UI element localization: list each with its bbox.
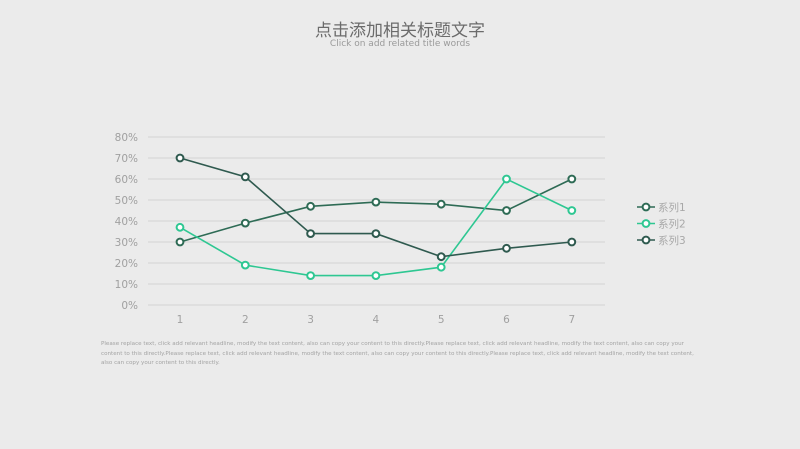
data-point: [567, 174, 577, 184]
y-tick-label: 70%: [115, 153, 138, 165]
legend-marker: [641, 202, 651, 212]
x-tick-label: 5: [438, 314, 445, 326]
data-point: [175, 153, 185, 163]
axis-labels: 0% 10% 20% 30% 40% 50% 60% 70% 80% 1 2 3 4 5 6 7: [115, 132, 575, 326]
data-point: [502, 206, 511, 215]
legend: 系列1 系列2 系列3: [637, 201, 686, 247]
data-point: [567, 206, 577, 215]
data-point: [371, 271, 381, 281]
x-tick-label: 7: [568, 314, 575, 326]
data-point: [436, 262, 446, 272]
series-lines: [175, 153, 577, 281]
legend-marker: [641, 235, 651, 245]
legend-label: 系列3: [658, 234, 686, 247]
data-point: [567, 237, 577, 247]
grid-lines: [148, 136, 605, 306]
data-point: [175, 237, 185, 247]
y-tick-label: 30%: [115, 237, 138, 249]
data-point: [502, 243, 511, 253]
x-tick-label: 1: [177, 314, 184, 326]
data-point: [502, 174, 511, 184]
y-tick-label: 0%: [121, 300, 138, 312]
data-point: [436, 252, 446, 262]
slide-subtitle[interactable]: Click on add related title words: [329, 39, 471, 49]
data-point: [240, 260, 250, 270]
body-paragraph[interactable]: Please replace text, click add relevant …: [101, 341, 694, 366]
data-point: [306, 229, 316, 239]
legend-label: 系列1: [658, 201, 686, 214]
x-tick-label: 4: [373, 314, 380, 326]
data-point: [371, 229, 381, 239]
legend-marker: [641, 219, 651, 228]
data-point: [371, 197, 381, 207]
y-tick-label: 80%: [115, 132, 138, 144]
x-tick-label: 3: [307, 314, 314, 326]
slide-title[interactable]: 点击添加相关标题文字: [315, 21, 485, 41]
y-tick-label: 60%: [115, 174, 138, 186]
y-tick-label: 40%: [115, 216, 138, 228]
data-point: [175, 222, 185, 232]
series-line-2: [179, 177, 573, 277]
y-tick-label: 20%: [115, 258, 138, 270]
data-point: [240, 218, 250, 228]
data-point: [306, 271, 316, 281]
x-tick-label: 6: [503, 314, 510, 326]
legend-label: 系列2: [658, 218, 686, 231]
data-point: [436, 199, 446, 209]
x-tick-label: 2: [242, 314, 249, 326]
data-point: [240, 172, 250, 182]
data-point: [306, 201, 316, 211]
y-tick-label: 50%: [115, 195, 138, 207]
y-tick-label: 10%: [115, 279, 138, 291]
